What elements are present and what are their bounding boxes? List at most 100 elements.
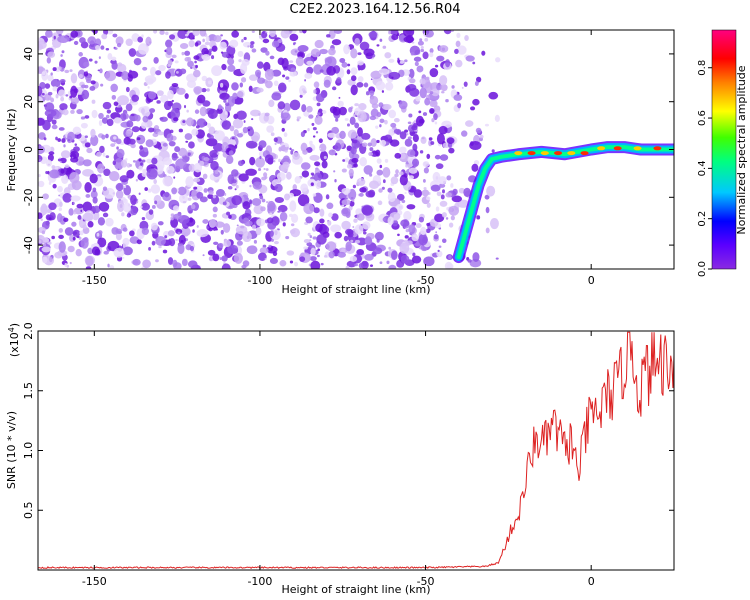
noise-speckle: [162, 176, 173, 187]
noise-speckle: [314, 87, 321, 95]
noise-speckle: [436, 83, 442, 91]
noise-speckle: [132, 160, 136, 163]
noise-speckle: [413, 56, 422, 62]
noise-speckle: [375, 125, 379, 129]
noise-speckle: [369, 115, 377, 121]
noise-speckle: [301, 104, 307, 113]
noise-speckle: [41, 230, 46, 235]
noise-speckle: [138, 158, 142, 162]
noise-speckle: [491, 149, 495, 153]
noise-speckle: [397, 233, 400, 237]
noise-speckle: [319, 147, 322, 150]
noise-speckle: [282, 74, 286, 78]
noise-speckle: [394, 173, 399, 178]
colorbar-tick-label: 0.0: [697, 261, 708, 277]
noise-speckle: [80, 209, 83, 213]
noise-speckle: [481, 50, 486, 56]
noise-speckle: [284, 149, 288, 153]
noise-speckle: [215, 228, 218, 231]
noise-speckle: [202, 100, 211, 107]
noise-speckle: [175, 158, 187, 170]
noise-speckle: [281, 127, 285, 132]
heatmap-xtick-label: -50: [417, 274, 435, 287]
noise-speckle: [102, 212, 109, 218]
noise-speckle: [356, 248, 364, 256]
noise-speckle: [249, 199, 253, 205]
noise-speckle: [259, 247, 269, 254]
noise-speckle: [150, 66, 157, 77]
noise-speckle: [141, 171, 148, 178]
noise-speckle: [166, 165, 175, 175]
noise-speckle: [313, 81, 320, 89]
noise-speckle: [102, 101, 112, 110]
noise-speckle: [201, 53, 211, 61]
noise-speckle: [405, 229, 410, 233]
noise-speckle: [178, 147, 188, 157]
noise-speckle: [472, 98, 480, 106]
noise-speckle: [313, 172, 323, 182]
noise-speckle: [375, 81, 386, 91]
snr-ytick-label: 1.0: [22, 442, 35, 460]
noise-speckle: [93, 205, 101, 213]
heatmap-axes: -150 -100 -50 0 -40 -20 0 20 40: [22, 30, 674, 287]
noise-speckle: [404, 235, 409, 239]
noise-speckle: [385, 82, 394, 91]
noise-speckle: [346, 145, 353, 152]
noise-speckle: [69, 261, 72, 265]
noise-speckle: [110, 143, 116, 147]
noise-speckle: [357, 60, 364, 66]
noise-speckle: [46, 147, 51, 153]
noise-speckle: [174, 146, 181, 153]
noise-speckle: [313, 89, 317, 94]
noise-speckle: [208, 227, 213, 232]
noise-speckle: [267, 200, 276, 212]
noise-speckle: [227, 57, 235, 66]
noise-speckle: [177, 30, 188, 39]
noise-speckle: [188, 141, 195, 149]
noise-speckle: [339, 130, 346, 140]
noise-speckle: [395, 169, 399, 175]
noise-speckle: [195, 125, 200, 129]
noise-speckle: [306, 66, 314, 75]
noise-speckle: [445, 192, 452, 198]
noise-speckle: [316, 234, 327, 245]
noise-speckle: [404, 173, 408, 178]
noise-speckle: [154, 200, 158, 205]
noise-speckle: [399, 60, 405, 64]
noise-speckle: [101, 134, 106, 140]
noise-speckle: [457, 45, 467, 55]
noise-speckle: [73, 211, 77, 215]
noise-speckle: [172, 205, 180, 212]
noise-speckle: [273, 160, 276, 163]
noise-speckle: [167, 89, 174, 100]
noise-speckle: [163, 100, 172, 111]
noise-speckle: [321, 110, 327, 114]
noise-speckle: [441, 90, 445, 94]
noise-speckle: [354, 103, 359, 107]
noise-speckle: [484, 123, 489, 127]
noise-speckle: [265, 31, 268, 34]
noise-speckle: [238, 59, 242, 63]
noise-speckle: [347, 129, 358, 139]
noise-speckle: [430, 141, 435, 145]
noise-speckle: [337, 251, 347, 258]
noise-speckle: [328, 212, 333, 218]
noise-speckle: [369, 95, 379, 106]
noise-speckle: [437, 249, 440, 252]
ridge-hotspot: [633, 146, 642, 151]
noise-speckle: [173, 213, 183, 220]
noise-speckle: [44, 83, 51, 89]
noise-speckle: [450, 215, 455, 221]
noise-speckle: [113, 117, 123, 124]
noise-speckle: [144, 187, 149, 192]
noise-speckle: [38, 235, 43, 239]
noise-speckle: [408, 167, 418, 174]
noise-speckle: [69, 69, 73, 72]
noise-speckle: [91, 246, 100, 256]
noise-speckle: [45, 170, 49, 175]
colorbar-tick-label: 0.6: [697, 110, 708, 126]
noise-speckle: [209, 134, 214, 140]
noise-speckle: [52, 86, 58, 92]
noise-speckle: [302, 149, 308, 155]
noise-speckle: [83, 61, 90, 68]
